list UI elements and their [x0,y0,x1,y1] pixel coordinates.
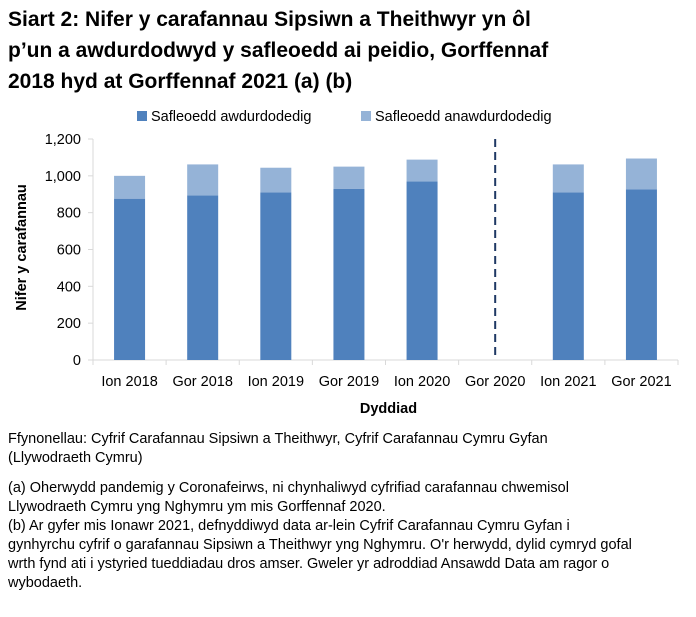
bar-authorised [552,192,584,360]
x-axis-title: Dyddiad [360,401,417,417]
note-line: Llywodraeth Cymru yng Nghymru ym mis Gor… [8,499,386,515]
bar-unauthorised [333,166,365,189]
chart-title-line: Siart 2: Nifer y carafannau Sipsiwn a Th… [8,8,531,31]
x-tick-label: Ion 2018 [101,374,157,390]
bar-authorised [625,189,657,360]
source-note: Ffynonellau: Cyfrif Carafannau Sipsiwn a… [8,430,688,468]
y-tick-label: 600 [57,243,81,259]
footnote-b: (b) Ar gyfer mis Ionawr 2021, defnyddiwy… [8,517,688,593]
note-line: wybodaeth. [8,575,83,591]
legend-swatch [137,111,147,121]
x-tick-label: Gor 2020 [465,374,525,390]
chart-title-line: p’un a awdurdodwyd y safleoedd ai peidio… [8,39,549,62]
y-tick-label: 800 [57,206,81,222]
note-line: gynhyrchu cyfrif o garafannau Sipsiwn a … [8,537,632,553]
footnote-a: (a) Oherwydd pandemig y Coronafeirws, ni… [8,479,688,517]
legend-label: Safleoedd anawdurdodedig [375,109,552,125]
y-tick-label: 200 [57,316,81,332]
bar-unauthorised [260,167,292,193]
y-tick-label: 1,000 [45,169,81,185]
bar-unauthorised [625,158,657,190]
legend-label: Safleoedd awdurdodedig [151,109,311,125]
note-line: (b) Ar gyfer mis Ionawr 2021, defnyddiwy… [8,518,570,534]
bar-unauthorised [187,164,219,196]
bar-unauthorised [406,159,438,182]
bar-unauthorised [114,175,146,199]
chart-title-line: 2018 hyd at Gorffennaf 2021 (a) (b) [8,70,353,93]
note-line: wrth fynd ati i ystyried tueddiadau dros… [8,556,610,572]
x-tick-label: Gor 2019 [319,374,379,390]
note-line: Ffynonellau: Cyfrif Carafannau Sipsiwn a… [8,431,548,447]
x-tick-label: Ion 2019 [248,374,304,390]
x-tick-label: Ion 2020 [394,374,450,390]
note-line: (Llywodraeth Cymru) [8,450,143,466]
legend-swatch [361,111,371,121]
bar-unauthorised [552,164,584,193]
y-tick-label: 400 [57,279,81,295]
bar-authorised [406,181,438,360]
chart-notes: Ffynonellau: Cyfrif Carafannau Sipsiwn a… [8,430,688,593]
x-tick-label: Gor 2021 [611,374,671,390]
chart-title: Siart 2: Nifer y carafannau Sipsiwn a Th… [8,4,688,97]
bar-authorised [333,188,365,360]
x-tick-label: Gor 2018 [172,374,232,390]
y-tick-label: 0 [73,353,81,369]
bar-authorised [260,192,292,360]
x-tick-label: Ion 2021 [540,374,596,390]
y-tick-label: 1,200 [45,132,81,148]
y-axis-title: Nifer y carafannau [14,184,30,311]
note-line: (a) Oherwydd pandemig y Coronafeirws, ni… [8,480,569,496]
bar-authorised [187,195,219,360]
bar-authorised [114,198,146,360]
stacked-bar-chart: 0 200 400 600 800 1,000 1,200 Ion 2018 Gor 2018 I… [14,109,679,417]
